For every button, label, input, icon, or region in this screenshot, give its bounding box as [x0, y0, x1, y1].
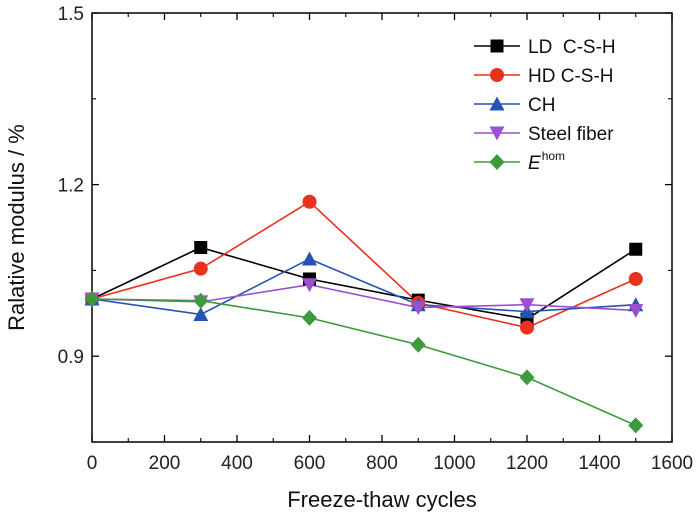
series-line-0: [91, 246, 637, 320]
legend-label-4: Ehom: [528, 149, 565, 174]
x-tick-label: 1000: [433, 453, 475, 474]
data-point-1-4: [520, 320, 534, 335]
data-point-1-2: [302, 194, 317, 209]
series-markers: [84, 194, 644, 434]
data-point-0-5: [629, 242, 643, 256]
data-point-2-1: [193, 306, 209, 321]
x-tick-label: 400: [221, 453, 253, 474]
data-point-4-3: [410, 336, 426, 353]
series-lines: [91, 200, 637, 427]
data-point-1-5: [628, 271, 643, 286]
data-point-4-2: [302, 309, 317, 326]
x-tick-label: 600: [294, 453, 326, 474]
data-point-3-4: [519, 298, 535, 313]
y-tick-label: 1.5: [58, 4, 84, 25]
x-tick-label: 1400: [578, 453, 620, 474]
x-tick-label: 200: [149, 453, 181, 474]
data-point-3-3: [410, 301, 426, 316]
data-point-0-1: [194, 241, 208, 255]
data-point-4-4: [519, 369, 535, 386]
x-tick-label: 0: [87, 453, 98, 474]
data-point-1-1: [193, 261, 208, 276]
y-axis-title: Ralative modulus / %: [4, 124, 29, 331]
legend-marker-4: [489, 154, 505, 170]
data-point-2-2: [302, 251, 317, 266]
legend: LD C-S-H HD C-S-H CH Steel fiber Ehom: [474, 37, 616, 174]
x-tick-label: 800: [366, 453, 398, 474]
series-line-1: [91, 200, 637, 329]
legend-marker-2: [489, 96, 505, 111]
data-point-4-5: [628, 417, 644, 434]
legend-label-1: HD C-S-H: [528, 66, 614, 87]
series-line-4: [91, 298, 637, 427]
legend-label-0: LD C-S-H: [528, 37, 616, 58]
x-axis-title: Freeze-thaw cycles: [287, 487, 477, 512]
y-tick-label: 1.2: [58, 176, 84, 197]
legend-label-3: Steel fiber: [528, 124, 614, 145]
data-point-3-2: [302, 278, 317, 293]
data-point-3-5: [628, 303, 644, 318]
legend-marker-1: [490, 68, 504, 82]
legend-marker-3: [489, 126, 505, 141]
data-point-4-1: [193, 292, 209, 309]
series-line-2: [91, 258, 636, 316]
x-tick-label: 1600: [651, 453, 693, 474]
series-line-3: [91, 283, 636, 312]
y-tick-label: 0.9: [58, 347, 84, 368]
plot-axes: 0 200 400 600 800 1000 1200 1400 1600 0.9 1.2 1.5: [58, 4, 694, 474]
data-point-4-0: [84, 291, 100, 307]
legend-marker-0: [490, 39, 504, 53]
legend-label-2: CH: [528, 95, 555, 116]
x-tick-label: 1200: [506, 453, 548, 474]
